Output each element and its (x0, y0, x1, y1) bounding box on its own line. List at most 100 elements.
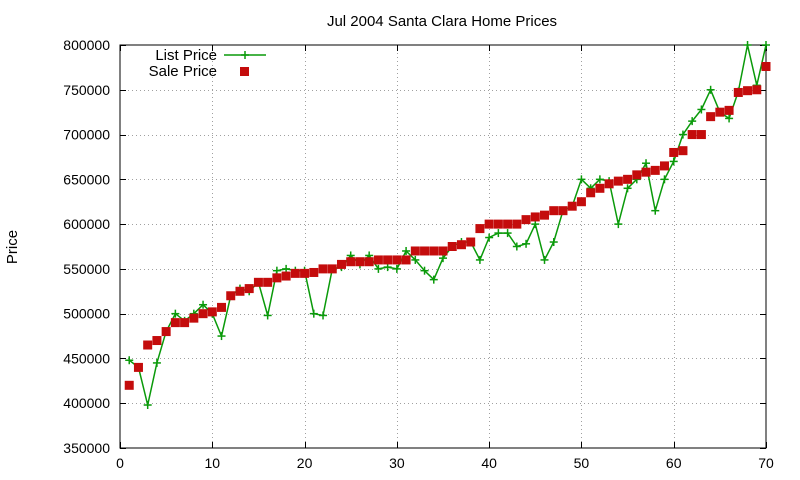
sale-price-point-35 (438, 246, 448, 256)
sale-price-point-13 (235, 286, 245, 296)
list-price-point-60 (669, 157, 678, 166)
sale-price-point-48 (558, 206, 568, 216)
sale-price-point-53 (604, 179, 614, 189)
series-list-price (125, 41, 770, 410)
list-price-point-16 (263, 311, 272, 320)
sale-price-point-31 (401, 255, 411, 265)
sale-price-point-11 (217, 302, 227, 312)
list-price-point-61 (678, 130, 687, 139)
sale-price-point-2 (133, 362, 143, 372)
y-tick-label-550000: 550000 (63, 261, 110, 277)
sale-price-point-3 (143, 340, 153, 350)
x-tick-label-0: 0 (116, 455, 124, 471)
y-tick-label-450000: 450000 (63, 350, 110, 366)
sale-price-point-56 (632, 170, 642, 180)
list-price-point-58 (651, 206, 660, 215)
sale-price-point-18 (281, 271, 291, 281)
list-price-point-52 (595, 175, 604, 184)
sale-price-point-42 (503, 219, 513, 229)
sale-price-point-33 (420, 246, 430, 256)
sale-price-point-47 (549, 206, 559, 216)
list-price-point-43 (512, 242, 521, 251)
series-sale-price (124, 61, 771, 390)
list-price-point-39 (475, 255, 484, 264)
sale-price-point-24 (336, 259, 346, 269)
tick-labels: 0 10 20 30 40 50 60 70 350000 400000 450000 500000 5… (63, 37, 774, 471)
sale-price-point-59 (659, 161, 669, 171)
sale-price-point-34 (429, 246, 439, 256)
sale-price-point-19 (290, 268, 300, 278)
sale-price-point-69 (752, 85, 762, 95)
list-price-point-33 (420, 266, 429, 275)
sale-price-point-58 (650, 165, 660, 175)
sale-price-point-60 (669, 147, 679, 157)
sale-price-point-37 (456, 240, 466, 250)
x-tick-label-30: 30 (389, 455, 405, 471)
sale-price-point-4 (152, 336, 162, 346)
sale-price-point-32 (410, 246, 420, 256)
sale-price-point-25 (346, 257, 356, 267)
sale-price-point-52 (595, 183, 605, 193)
list-price-point-22 (319, 311, 328, 320)
list-price-point-44 (522, 239, 531, 248)
series (124, 41, 771, 410)
y-tick-label-800000: 800000 (63, 37, 110, 53)
y-tick-label-750000: 750000 (63, 82, 110, 98)
sale-price-point-62 (687, 130, 697, 140)
sale-price-point-70 (761, 61, 771, 71)
list-price-point-46 (540, 255, 549, 264)
sale-price-point-20 (300, 268, 310, 278)
list-price-point-54 (614, 220, 623, 229)
sale-price-point-44 (521, 215, 531, 225)
list-price-point-64 (706, 85, 715, 94)
list-price-point-1 (125, 356, 134, 365)
sale-price-point-68 (743, 86, 753, 96)
sale-price-point-23 (327, 264, 337, 274)
list-price-point-62 (688, 117, 697, 126)
list-price-point-41 (494, 229, 503, 238)
sale-price-point-63 (696, 130, 706, 140)
sale-price-point-57 (641, 167, 651, 177)
x-tick-label-70: 70 (758, 455, 774, 471)
sale-price-point-15 (253, 277, 263, 287)
list-price-point-66 (725, 114, 734, 123)
list-price-point-63 (697, 105, 706, 114)
sale-price-point-7 (180, 318, 190, 328)
sale-price-point-66 (724, 105, 734, 115)
y-tick-label-350000: 350000 (63, 440, 110, 456)
list-price-point-59 (660, 175, 669, 184)
legend-marker-list-price (241, 51, 249, 59)
sale-price-point-49 (567, 201, 577, 211)
sale-price-point-6 (170, 318, 180, 328)
y-tick-label-600000: 600000 (63, 216, 110, 232)
list-price-point-68 (743, 41, 752, 49)
legend-label-sale-price: Sale Price (149, 63, 217, 80)
sale-price-point-43 (512, 219, 522, 229)
sale-price-point-39 (475, 224, 485, 234)
y-tick-label-650000: 650000 (63, 171, 110, 187)
y-tick-label-700000: 700000 (63, 127, 110, 143)
sale-price-point-67 (733, 87, 743, 97)
list-price-point-28 (374, 264, 383, 273)
sale-price-point-61 (678, 146, 688, 156)
y-tick-label-400000: 400000 (63, 395, 110, 411)
legend: List Price Sale Price (149, 47, 266, 80)
plot-frame (119, 44, 767, 449)
sale-price-point-28 (373, 255, 383, 265)
sale-price-point-22 (318, 264, 328, 274)
list-price-point-42 (503, 229, 512, 238)
list-price-line (128, 44, 767, 406)
list-price-point-34 (429, 275, 438, 284)
list-price-point-21 (309, 309, 318, 318)
chart-title: Jul 2004 Santa Clara Home Prices (327, 13, 557, 30)
x-tick-label-60: 60 (666, 455, 682, 471)
sale-price-point-45 (530, 212, 540, 222)
list-price-point-57 (642, 159, 651, 168)
sale-price-point-9 (198, 309, 208, 319)
list-price-point-4 (152, 358, 161, 367)
sale-price-point-8 (189, 313, 199, 323)
sale-price-point-26 (355, 257, 365, 267)
sale-price-point-14 (244, 284, 254, 294)
list-price-point-31 (402, 246, 411, 255)
